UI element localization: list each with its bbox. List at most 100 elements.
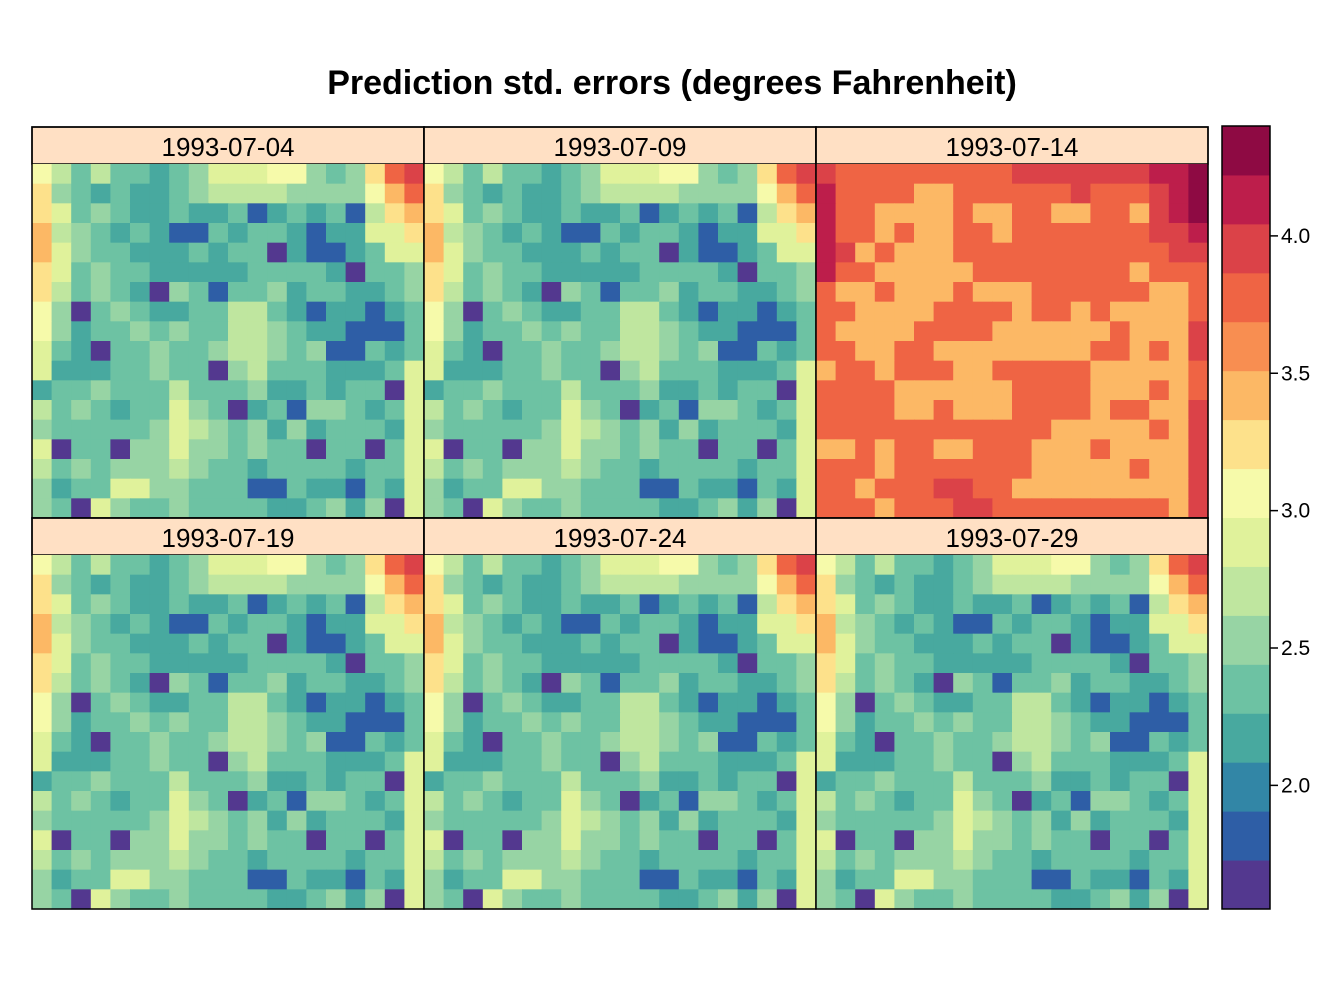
heatmap-cell (776, 869, 797, 890)
heatmap-cell (1012, 380, 1033, 401)
heatmap-cell (972, 419, 993, 440)
heatmap-cell (71, 574, 92, 595)
heatmap-cell (90, 360, 111, 381)
heatmap-cell (443, 282, 464, 303)
heatmap-cell (130, 223, 151, 244)
heatmap-cell (1051, 400, 1072, 421)
heatmap-cell (110, 653, 131, 674)
heatmap-cell (874, 712, 895, 733)
heatmap-cell (1051, 673, 1072, 694)
heatmap-cell (835, 419, 856, 440)
heatmap-cell (894, 282, 915, 303)
heatmap-cell (522, 321, 543, 342)
heatmap-cell (776, 498, 797, 519)
heatmap-cell (267, 183, 288, 204)
heatmap-cell (110, 164, 131, 185)
heatmap-cell (737, 653, 758, 674)
heatmap-cell (71, 203, 92, 224)
heatmap-cell (580, 380, 601, 401)
heatmap-cell (522, 869, 543, 890)
heatmap-cell (835, 242, 856, 263)
heatmap-cell (404, 712, 425, 733)
heatmap-cell (463, 262, 484, 283)
heatmap-cell (208, 439, 229, 460)
heatmap-cell (953, 732, 974, 753)
heatmap-cell (1090, 653, 1111, 674)
heatmap-cell (894, 673, 915, 694)
heatmap-cell (188, 712, 209, 733)
heatmap-cell (169, 439, 190, 460)
heatmap-cell (443, 850, 464, 871)
heatmap-cell (71, 262, 92, 283)
heatmap-cell (561, 791, 582, 812)
heatmap-cell (1110, 282, 1131, 303)
heatmap-cell (992, 498, 1013, 519)
heatmap-cell (365, 341, 386, 362)
heatmap-cell (855, 341, 876, 362)
heatmap-cell (561, 810, 582, 831)
heatmap-cell (914, 889, 935, 910)
heatmap-cell (365, 574, 386, 595)
heatmap-cell (639, 869, 660, 890)
heatmap-cell (757, 594, 778, 615)
heatmap-cell (953, 459, 974, 480)
heatmap-cell (1012, 673, 1033, 694)
heatmap-cell (130, 262, 151, 283)
heatmap-cell (659, 889, 680, 910)
heatmap-cell (463, 400, 484, 421)
heatmap-cell (424, 341, 445, 362)
heatmap-cell (149, 692, 170, 713)
heatmap-cell (149, 478, 170, 499)
heatmap-cell (463, 594, 484, 615)
heatmap-cell (1168, 380, 1189, 401)
heatmap-cell (345, 692, 366, 713)
heatmap-cell (1012, 341, 1033, 362)
heatmap-cell (855, 574, 876, 595)
heatmap-cell (482, 400, 503, 421)
heatmap-cell (51, 751, 72, 772)
heatmap-cell (914, 850, 935, 871)
heatmap-cell (541, 673, 562, 694)
heatmap-cell (267, 869, 288, 890)
heatmap-cell (1129, 282, 1150, 303)
heatmap-cell (855, 692, 876, 713)
color-key-swatch (1222, 321, 1270, 372)
heatmap-cell (247, 574, 268, 595)
heatmap-cell (678, 242, 699, 263)
heatmap-cell (130, 459, 151, 480)
heatmap-cell (776, 301, 797, 322)
heatmap-cell (737, 183, 758, 204)
heatmap-cell (306, 771, 327, 792)
heatmap-cell (228, 282, 249, 303)
heatmap-cell (188, 419, 209, 440)
heatmap-cell (130, 380, 151, 401)
heatmap-cell (953, 614, 974, 635)
heatmap-cell (992, 869, 1013, 890)
heatmap-cell (698, 771, 719, 792)
heatmap-cell (51, 850, 72, 871)
heatmap-cell (130, 439, 151, 460)
heatmap-cell (169, 791, 190, 812)
heatmap-cell (404, 183, 425, 204)
heatmap-cell (482, 360, 503, 381)
heatmap-cell (816, 869, 837, 890)
heatmap-cell (384, 555, 405, 576)
heatmap-cell (953, 889, 974, 910)
heatmap-cell (796, 574, 817, 595)
heatmap-cell (228, 498, 249, 519)
heatmap-cell (1110, 673, 1131, 694)
heatmap-cell (914, 594, 935, 615)
heatmap-cell (757, 555, 778, 576)
heatmap-cell (855, 183, 876, 204)
heatmap-cell (874, 574, 895, 595)
heatmap-cell (32, 498, 53, 519)
heatmap-cell (1051, 242, 1072, 263)
heatmap-cell (1188, 869, 1209, 890)
heatmap-cell (561, 321, 582, 342)
heatmap-cell (835, 380, 856, 401)
heatmap-cell (737, 712, 758, 733)
heatmap-cell (1110, 498, 1131, 519)
heatmap-cell (32, 850, 53, 871)
heatmap-cell (580, 203, 601, 224)
heatmap-cell (404, 791, 425, 812)
